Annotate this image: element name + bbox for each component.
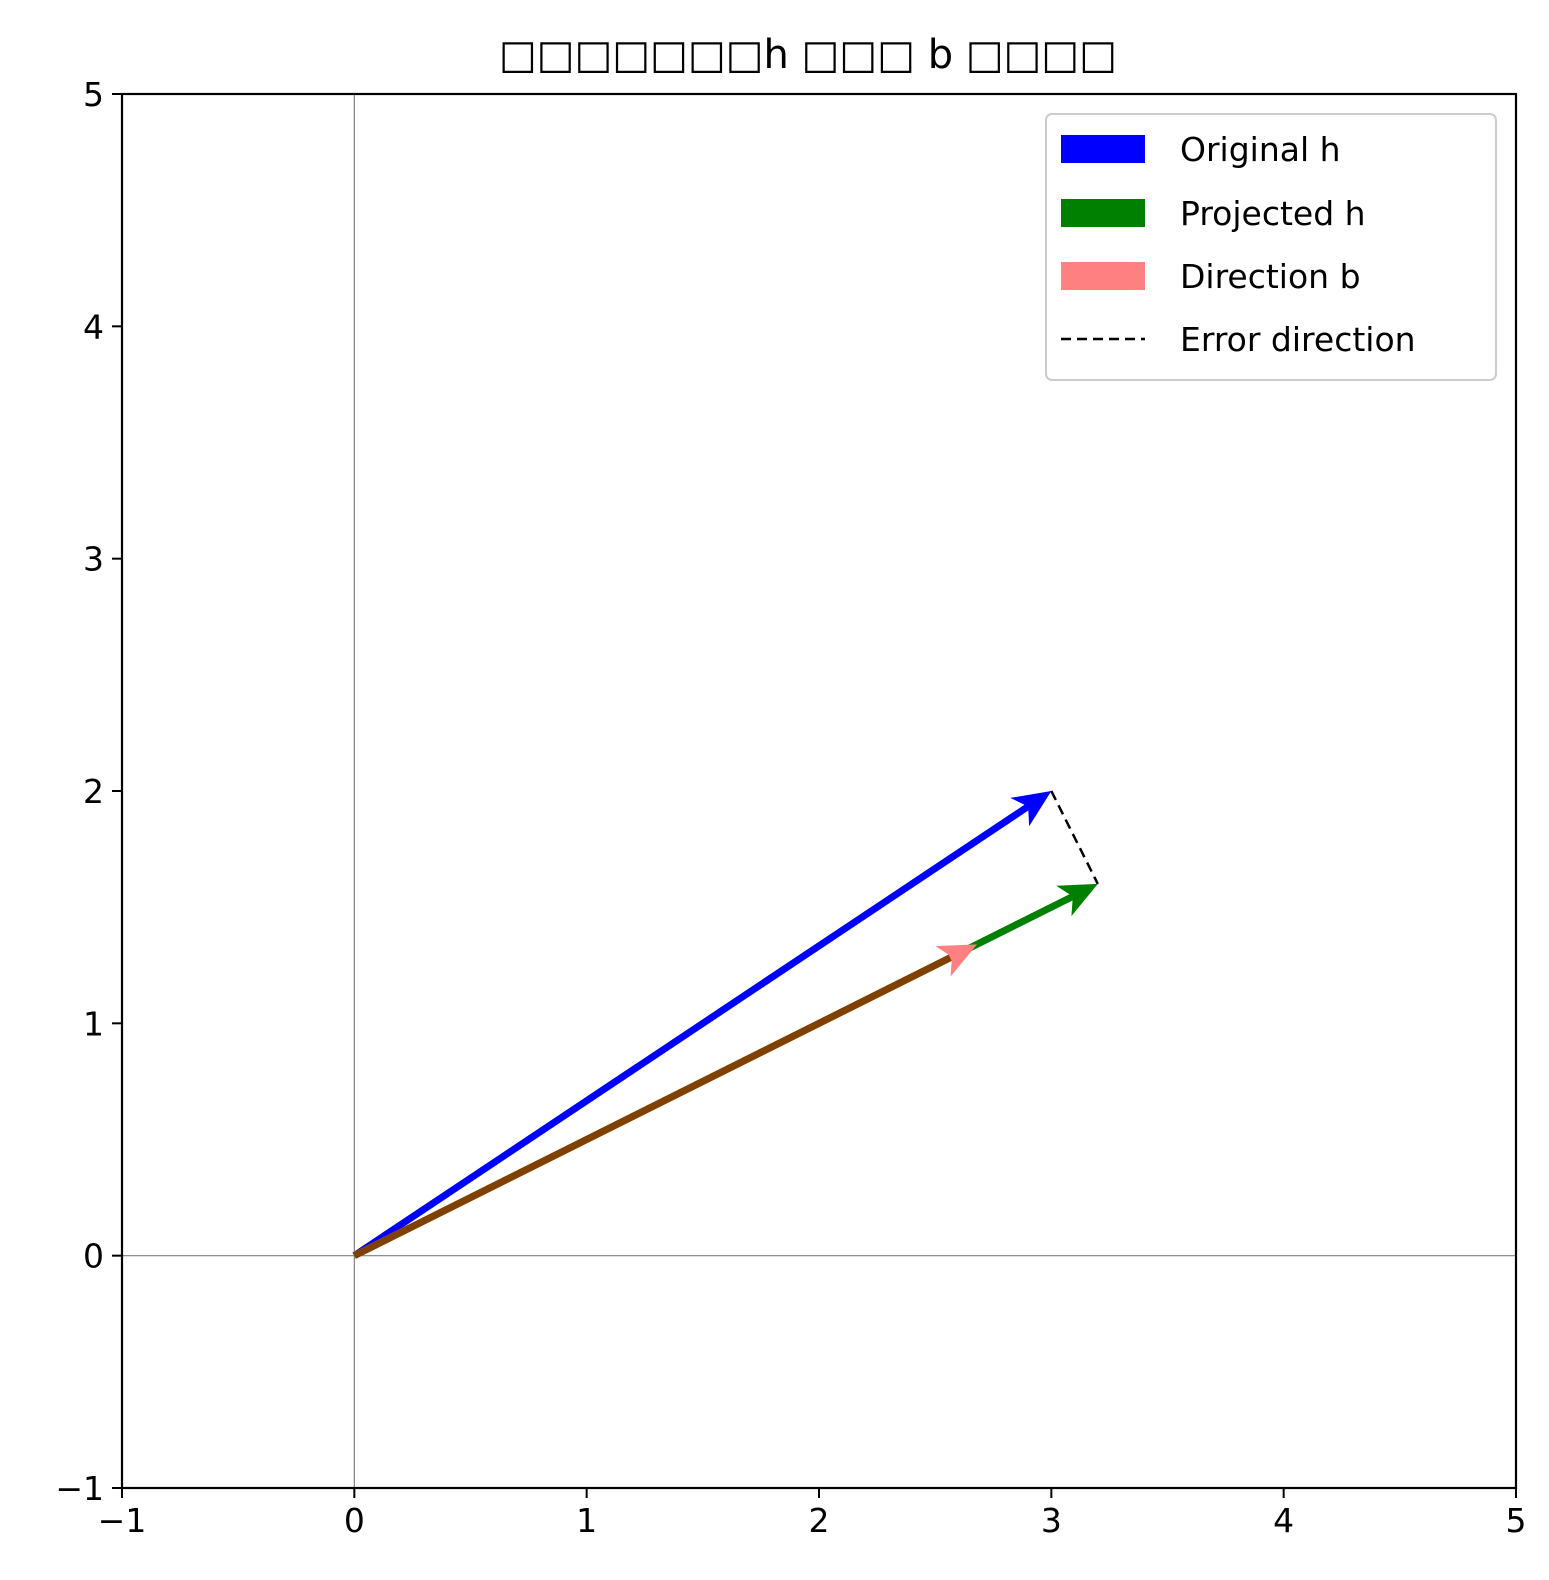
x-tick-label: 1 bbox=[576, 1501, 597, 1540]
x-tick-label: 3 bbox=[1041, 1501, 1062, 1540]
x-tick-label: 5 bbox=[1506, 1501, 1527, 1540]
x-tick-label: 4 bbox=[1273, 1501, 1294, 1540]
legend-swatch-direction-b bbox=[1061, 262, 1145, 290]
overlap-shaft bbox=[354, 958, 950, 1256]
legend-swatch-original-h bbox=[1061, 135, 1145, 163]
error-direction-line bbox=[1051, 791, 1097, 884]
y-tick-label: 0 bbox=[83, 1237, 104, 1276]
y-tick-label: 4 bbox=[83, 307, 104, 346]
y-tick-label: 2 bbox=[83, 772, 104, 811]
legend-label-error-direction: Error direction bbox=[1180, 320, 1416, 359]
y-tick-label: 1 bbox=[83, 1004, 104, 1043]
x-axis-ticks: −1 0 1 2 3 4 5 bbox=[98, 1488, 1527, 1540]
x-tick-label: −1 bbox=[98, 1501, 147, 1540]
vectors bbox=[352, 791, 1097, 1259]
y-tick-label: 3 bbox=[83, 540, 104, 579]
legend-swatch-projected-h bbox=[1061, 199, 1145, 227]
x-tick-label: 0 bbox=[344, 1501, 365, 1540]
y-tick-label: −1 bbox=[55, 1469, 104, 1508]
original-h-arrow bbox=[352, 791, 1051, 1259]
legend-label-projected-h: Projected h bbox=[1180, 194, 1366, 233]
legend-label-direction-b: Direction b bbox=[1180, 257, 1361, 296]
y-tick-label: 5 bbox=[83, 75, 104, 114]
chart-title: □□□□□□□h □□□ b □□□□ bbox=[499, 32, 1117, 78]
legend-label-original-h: Original h bbox=[1180, 130, 1341, 169]
legend: Original h Projected h Direction b Error… bbox=[1046, 114, 1496, 380]
y-axis-ticks: −1 0 1 2 3 4 5 bbox=[55, 75, 122, 1508]
x-tick-label: 2 bbox=[809, 1501, 830, 1540]
